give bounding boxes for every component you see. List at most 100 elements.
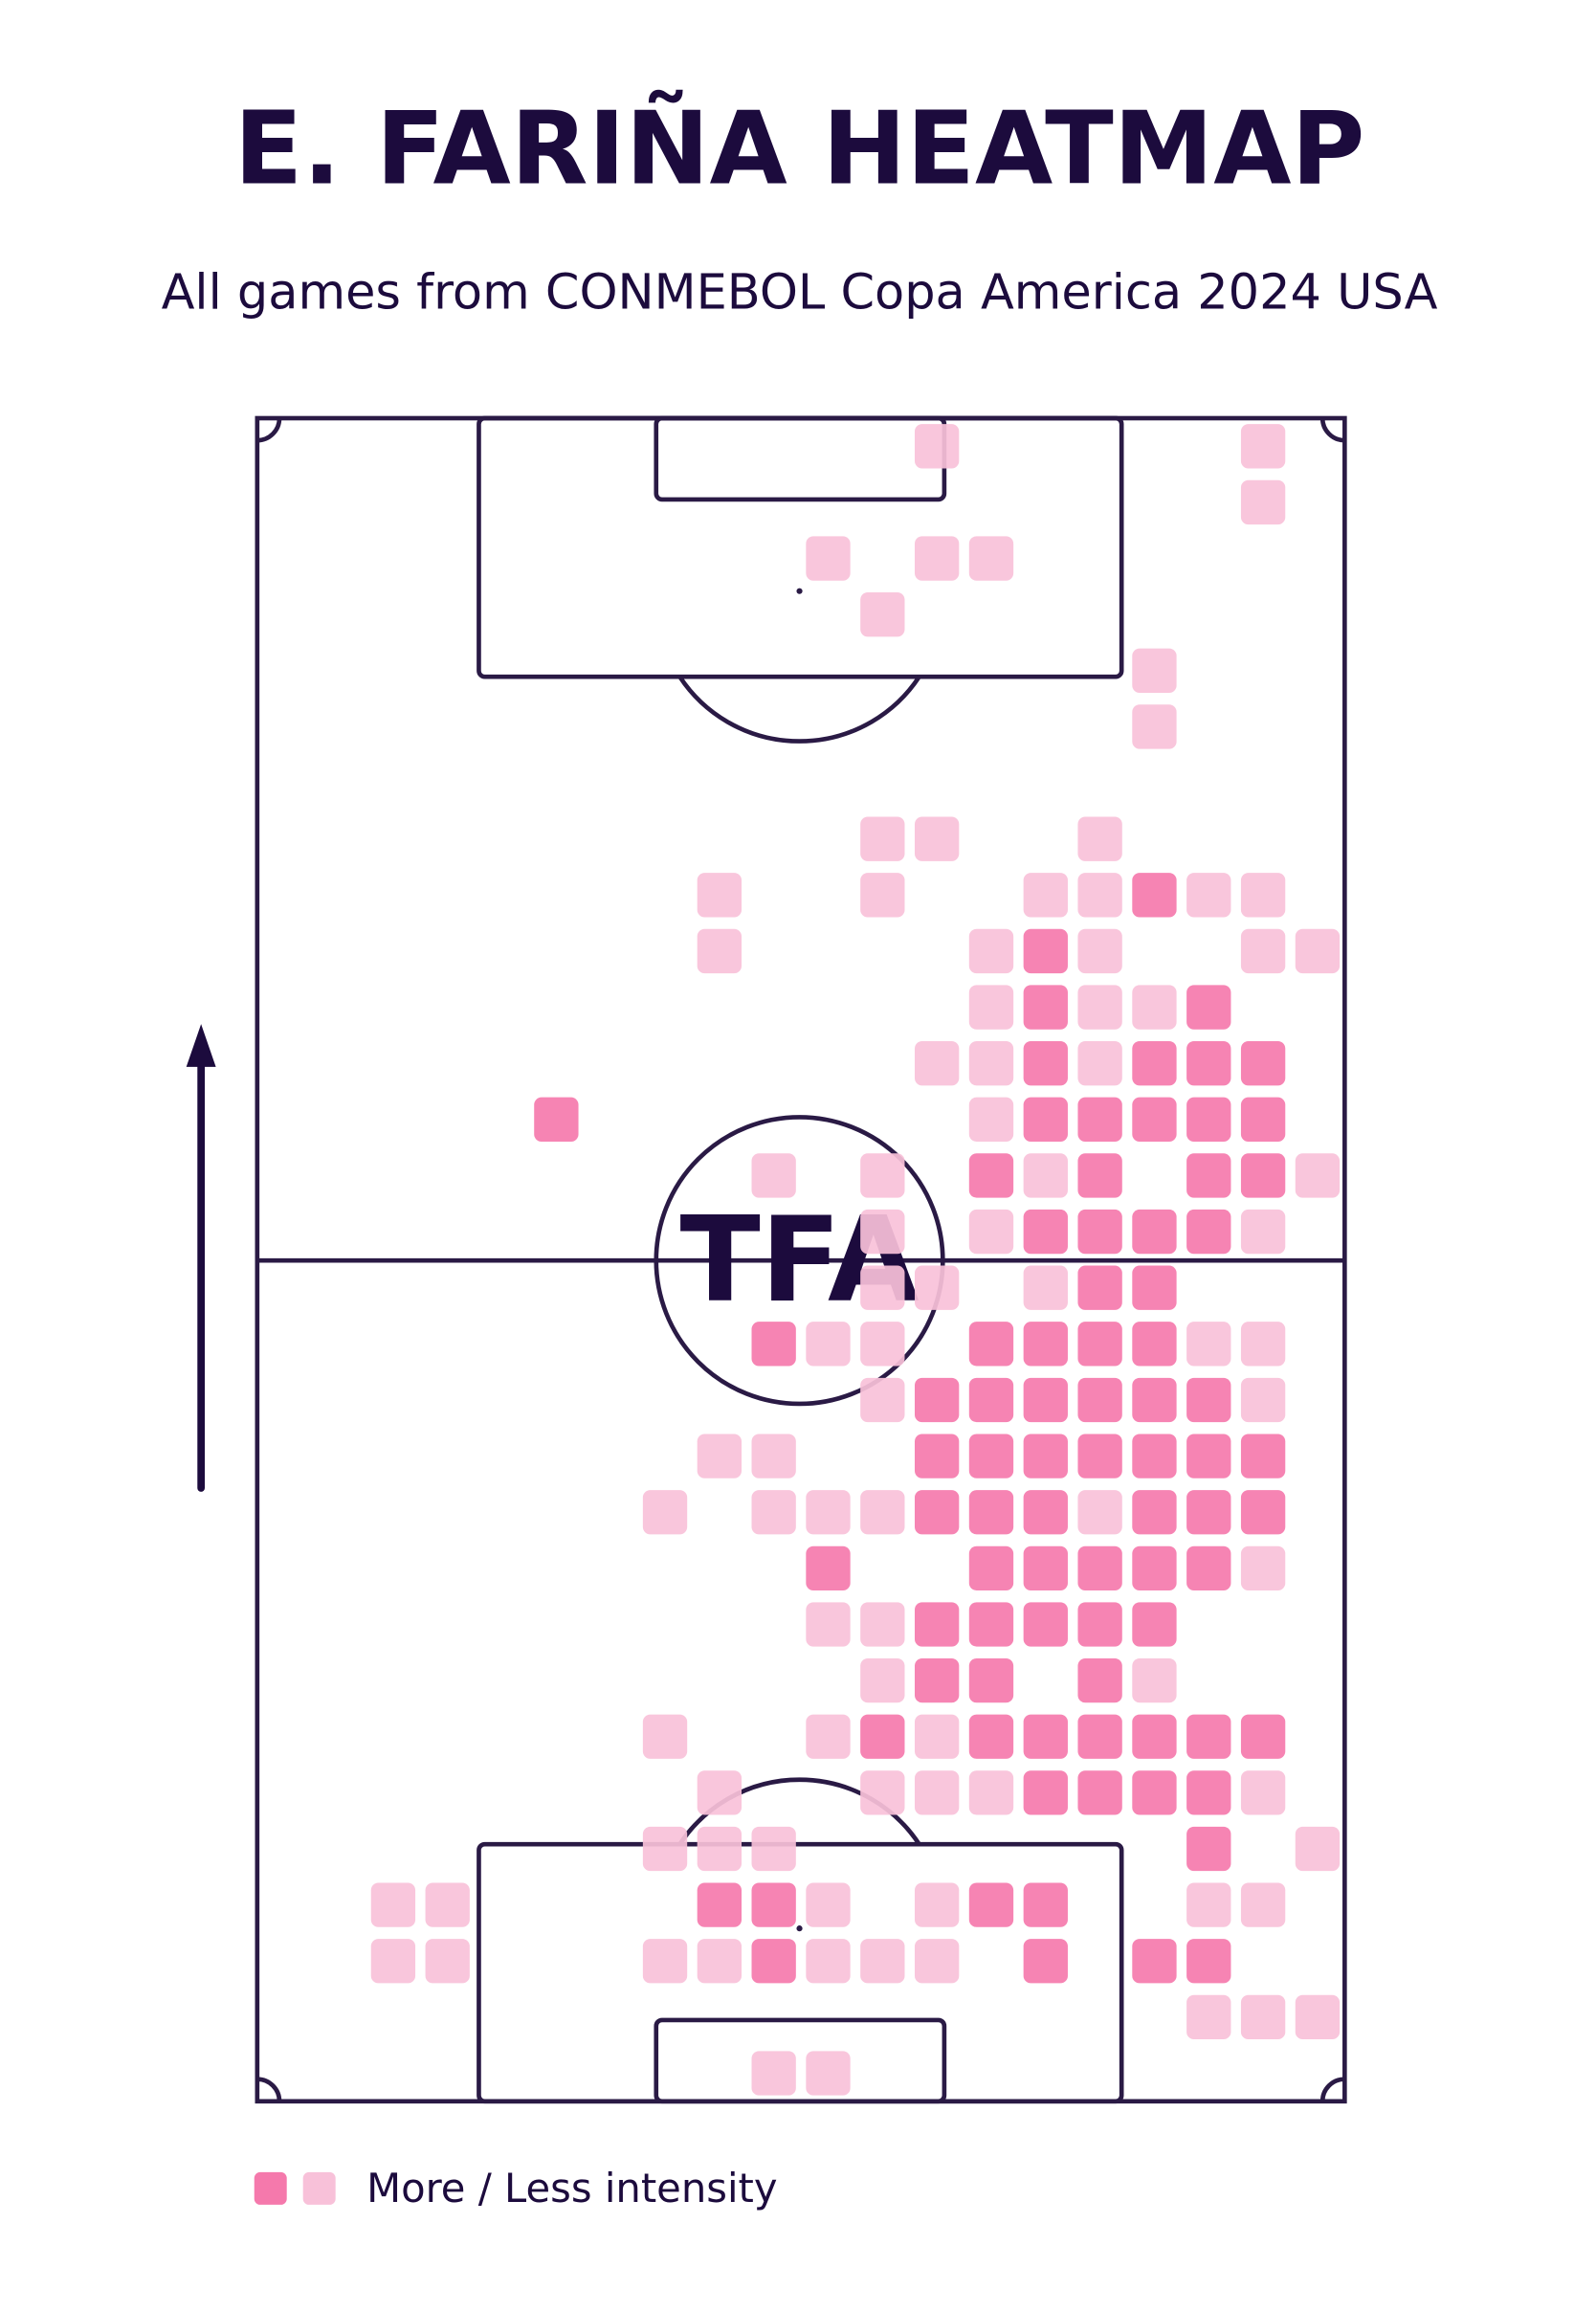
heat-cell — [806, 1882, 851, 1927]
heat-cell — [860, 1322, 905, 1367]
heat-cell — [697, 1826, 743, 1872]
heat-cell — [1023, 1041, 1068, 1086]
heat-cell — [1240, 928, 1286, 974]
heat-cell — [968, 1209, 1014, 1255]
heat-cell — [968, 1770, 1014, 1815]
heat-cell — [1240, 424, 1286, 469]
heat-cell — [1240, 1490, 1286, 1535]
pitch: TFA — [255, 415, 1347, 2104]
heat-cell — [697, 1882, 743, 1927]
heat-cell — [425, 1882, 470, 1927]
legend: More / Less intensity — [254, 2165, 778, 2212]
heat-cell — [968, 1490, 1014, 1535]
heat-cell — [1295, 1994, 1341, 2040]
heat-cell — [1132, 1939, 1177, 1984]
heat-cell — [860, 1490, 905, 1535]
heat-cell — [1077, 1714, 1122, 1759]
heat-cell — [1132, 1770, 1177, 1815]
heat-cell — [914, 1602, 960, 1647]
heat-cell — [1186, 1490, 1231, 1535]
heat-cell — [1023, 1602, 1068, 1647]
heat-cell — [1132, 648, 1177, 693]
heat-cell — [860, 592, 905, 637]
heat-cell — [1023, 1490, 1068, 1535]
heat-cell — [1240, 1434, 1286, 1478]
heat-cell — [1023, 1322, 1068, 1367]
heat-cell — [914, 1882, 960, 1927]
heat-cell — [1186, 1714, 1231, 1759]
heat-cell — [806, 1939, 851, 1984]
heat-cell — [1132, 1545, 1177, 1591]
heat-cell — [425, 1939, 470, 1984]
penalty-box — [477, 415, 1124, 679]
heat-cell — [1077, 1097, 1122, 1143]
heat-cell — [1077, 873, 1122, 918]
heat-cell — [1240, 479, 1286, 525]
heat-cell — [1186, 1994, 1231, 2040]
penalty-spot — [796, 1925, 803, 1932]
penalty-arc — [677, 675, 921, 744]
heat-cell — [1132, 704, 1177, 749]
heat-cell — [914, 1377, 960, 1423]
heat-cell — [751, 1153, 796, 1198]
heat-cell — [860, 1939, 905, 1984]
heat-cell — [697, 1434, 743, 1478]
heat-cell — [1023, 873, 1068, 918]
heat-cell — [751, 1826, 796, 1872]
heat-cell — [1077, 985, 1122, 1030]
heat-cell — [968, 1377, 1014, 1423]
heat-cell — [968, 1714, 1014, 1759]
heat-cell — [914, 1434, 960, 1478]
legend-swatch — [254, 2171, 287, 2205]
heat-cell — [806, 1714, 851, 1759]
heat-cell — [1186, 1041, 1231, 1086]
heat-cell — [751, 2051, 796, 2096]
heat-cell — [1132, 1490, 1177, 1535]
heat-cell — [968, 1097, 1014, 1143]
heat-cell — [370, 1882, 416, 1927]
legend-label: More / Less intensity — [366, 2165, 777, 2212]
heat-cell — [1295, 1153, 1341, 1198]
heat-cell — [968, 1434, 1014, 1478]
heat-cell — [1023, 1770, 1068, 1815]
heat-cell — [806, 1602, 851, 1647]
heat-cell — [806, 1545, 851, 1591]
heat-cell — [968, 1322, 1014, 1367]
heat-cell — [1132, 1714, 1177, 1759]
heat-cell — [1186, 1882, 1231, 1927]
heat-cell — [1186, 1377, 1231, 1423]
heat-cell — [1077, 1265, 1122, 1310]
heat-cell — [914, 1041, 960, 1086]
heat-cell — [1186, 1434, 1231, 1478]
heat-cell — [914, 1714, 960, 1759]
heat-cell — [642, 1826, 688, 1872]
heatmap-cells — [370, 424, 1341, 2096]
heat-cell — [1186, 1826, 1231, 1872]
goal-box — [654, 2017, 947, 2104]
heat-cell — [1077, 1377, 1122, 1423]
heat-cell — [860, 1602, 905, 1647]
heat-cell — [751, 1939, 796, 1984]
heat-cell — [806, 1322, 851, 1367]
heat-cell — [1077, 1209, 1122, 1255]
heat-cell — [1240, 1994, 1286, 2040]
legend-swatch — [302, 2171, 336, 2205]
heat-cell — [1186, 1209, 1231, 1255]
heat-cell — [751, 1322, 796, 1367]
heat-cell — [1077, 1602, 1122, 1647]
heat-cell — [534, 1097, 579, 1143]
heat-cell — [642, 1490, 688, 1535]
heat-cell — [968, 1602, 1014, 1647]
heat-cell — [860, 1153, 905, 1198]
penalty-spot — [796, 588, 803, 594]
heat-cell — [1023, 1209, 1068, 1255]
heat-cell — [1132, 1097, 1177, 1143]
heat-cell — [1023, 1265, 1068, 1310]
heat-cell — [1132, 873, 1177, 918]
goal-box — [654, 415, 947, 502]
heat-cell — [1077, 928, 1122, 974]
heat-cell — [1132, 1209, 1177, 1255]
heat-cell — [914, 1770, 960, 1815]
heat-cell — [914, 1265, 960, 1310]
heat-cell — [370, 1939, 416, 1984]
